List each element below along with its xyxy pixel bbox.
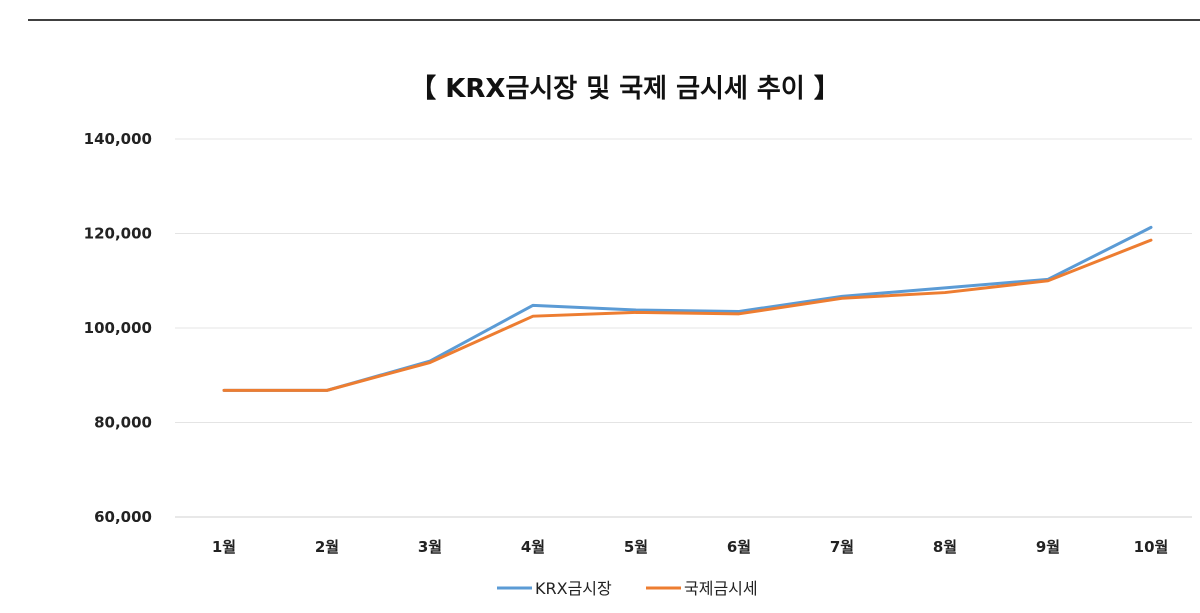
series-line-international	[222, 238, 1153, 392]
data-point	[326, 389, 329, 392]
legend-label: KRX금시장	[535, 579, 612, 598]
y-tick-label: 80,000	[94, 414, 152, 432]
x-tick-label: 8월	[933, 538, 957, 556]
data-point	[944, 286, 947, 289]
series-line-krx	[222, 225, 1153, 392]
x-tick-label: 5월	[624, 538, 648, 556]
legend-label: 국제금시세	[684, 579, 758, 598]
data-point	[1047, 279, 1050, 282]
x-tick-label: 10월	[1134, 538, 1169, 556]
y-tick-label: 120,000	[84, 225, 152, 243]
x-tick-label: 1월	[212, 538, 236, 556]
x-tick-label: 9월	[1036, 538, 1060, 556]
x-tick-label: 4월	[521, 538, 545, 556]
x-tick-label: 6월	[727, 538, 751, 556]
legend: KRX금시장 국제금시세	[497, 579, 758, 598]
y-tick-label: 140,000	[84, 130, 152, 148]
data-point	[841, 297, 844, 300]
chart-title: 【 KRX금시장 및 국제 금시세 추이 】	[410, 74, 840, 104]
data-point	[223, 389, 226, 392]
y-axis-ticks: 60,000 80,000 100,000 120,000 140,000	[84, 130, 152, 526]
y-tick-label: 100,000	[84, 319, 152, 337]
data-point	[738, 312, 741, 315]
gridlines	[175, 138, 1192, 518]
data-point	[429, 361, 432, 364]
data-point	[1150, 239, 1153, 242]
x-tick-label: 3월	[418, 538, 442, 556]
data-point	[532, 315, 535, 318]
series-lines	[222, 225, 1153, 392]
data-point	[1150, 226, 1153, 229]
x-axis-ticks: 1월 2월 3월 4월 5월 6월 7월 8월 9월 10월	[212, 538, 1168, 556]
data-point	[635, 311, 638, 314]
data-point	[944, 291, 947, 294]
y-tick-label: 60,000	[94, 508, 152, 526]
data-point	[532, 304, 535, 307]
x-tick-label: 7월	[830, 538, 854, 556]
x-tick-label: 2월	[315, 538, 339, 556]
